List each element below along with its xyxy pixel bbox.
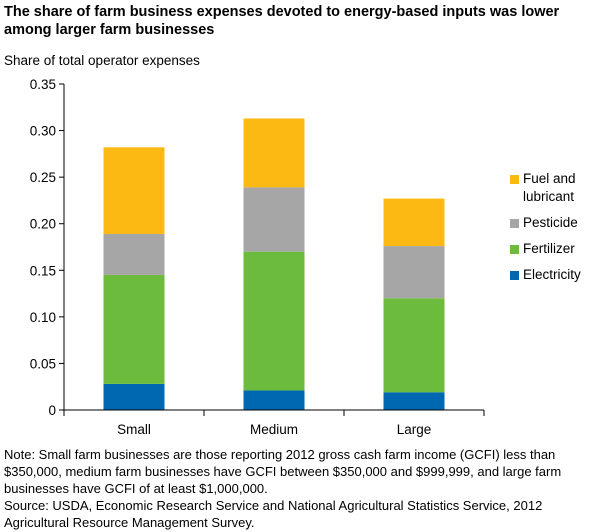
y-tick-label: 0.30 xyxy=(30,124,56,139)
y-axis-label: Share of total operator expenses xyxy=(4,53,200,68)
axes xyxy=(63,84,485,416)
bar-pesticide-small xyxy=(103,233,165,275)
legend-item: Fuel and lubricant xyxy=(510,170,603,206)
legend-label: Pesticide xyxy=(523,215,578,230)
legend-item: Fertilizer xyxy=(510,240,603,258)
y-tick-label: 0.35 xyxy=(30,77,56,92)
legend-label: Fuel and lubricant xyxy=(523,171,576,204)
legend-item: Pesticide xyxy=(510,214,603,232)
y-ticks: 0 0.05 0.10 0.15 0.20 0.25 0.30 0.35 xyxy=(30,77,64,418)
source-text: Source: USDA, Economic Research Service … xyxy=(4,498,543,530)
note-text: Note: Small farm businesses are those re… xyxy=(4,447,562,496)
footnote: Note: Small farm businesses are those re… xyxy=(4,446,602,531)
legend-swatch xyxy=(510,219,519,228)
y-tick-label: 0.15 xyxy=(30,263,56,278)
chart-title: The share of farm business expenses devo… xyxy=(4,4,560,38)
bar-electricity-large xyxy=(383,392,445,410)
legend-swatch xyxy=(510,175,519,184)
legend-label: Electricity xyxy=(523,267,581,282)
x-tick-label: Small xyxy=(117,422,151,437)
legend: Fuel and lubricant Pesticide Fertilizer Ele… xyxy=(510,170,603,292)
x-tick-labels: Small Medium Large xyxy=(117,422,431,437)
bar-fuel-and-lubricant-medium xyxy=(243,118,305,188)
y-tick-label: 0.10 xyxy=(30,310,56,325)
y-tick-label: 0.25 xyxy=(30,170,56,185)
bar-fertilizer-small xyxy=(103,274,165,384)
y-tick-label: 0.20 xyxy=(30,217,56,232)
bar-pesticide-large xyxy=(383,246,445,299)
bars xyxy=(103,118,445,410)
legend-label: Fertilizer xyxy=(523,241,575,256)
bar-fuel-and-lubricant-large xyxy=(383,198,445,247)
x-tick-label: Large xyxy=(397,422,432,437)
legend-swatch xyxy=(510,271,519,280)
stacked-bar-chart: 0 0.05 0.10 0.15 0.20 0.25 0.30 0.35 Small Mediu… xyxy=(30,77,485,437)
bar-pesticide-medium xyxy=(243,187,305,252)
bar-electricity-small xyxy=(103,383,165,410)
legend-item: Electricity xyxy=(510,266,603,284)
legend-swatch xyxy=(510,245,519,254)
bar-fertilizer-large xyxy=(383,298,445,393)
y-tick-label: 0.05 xyxy=(30,356,56,371)
bar-fertilizer-medium xyxy=(243,251,305,391)
x-tick-label: Medium xyxy=(250,422,298,437)
bar-electricity-medium xyxy=(243,390,305,410)
y-tick-label: 0 xyxy=(48,403,56,418)
bar-fuel-and-lubricant-small xyxy=(103,147,165,234)
